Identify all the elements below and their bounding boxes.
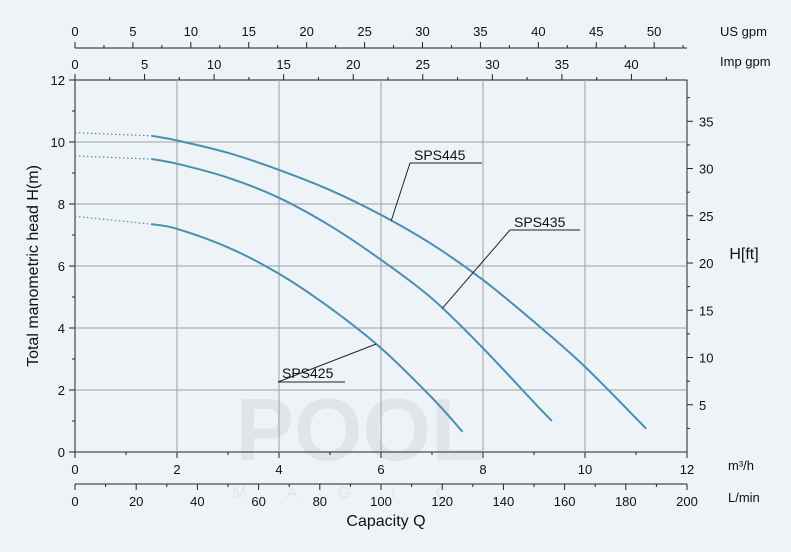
tick-label-m3h: 4	[275, 462, 282, 477]
tick-label-lmin: 60	[251, 494, 265, 509]
tick-label-impgpm: 10	[207, 57, 221, 72]
tick-label-usgpm: 30	[415, 24, 429, 39]
series-sps435: SPS435	[74, 155, 580, 422]
grid	[75, 80, 687, 452]
watermark-sub: MAGIC	[232, 483, 488, 502]
tick-label-impgpm: 20	[346, 57, 360, 72]
tick-label-usgpm: 10	[184, 24, 198, 39]
tick-label-lmin: 40	[190, 494, 204, 509]
tick-label-usgpm: 5	[129, 24, 136, 39]
tick-label-m3h: 10	[578, 462, 592, 477]
tick-label-head-m: 0	[58, 445, 65, 460]
series-leader-line	[277, 343, 377, 383]
tick-label-head-m: 10	[51, 135, 65, 150]
tick-label-m3h: 6	[377, 462, 384, 477]
tick-label-usgpm: 45	[589, 24, 603, 39]
tick-label-head-ft: 30	[699, 162, 713, 177]
tick-label-head-ft: 15	[699, 303, 713, 318]
y-axis-title-right: H[ft]	[729, 246, 758, 263]
tick-label-impgpm: 40	[624, 57, 638, 72]
tick-label-lmin: 180	[615, 494, 637, 509]
tick-label-impgpm: 15	[276, 57, 290, 72]
tick-label-lmin: 160	[554, 494, 576, 509]
tick-label-lmin: 80	[313, 494, 327, 509]
y-axis-title-left: Total manometric head H(m)	[25, 165, 42, 367]
series-sps445: SPS445	[74, 132, 647, 430]
series-line-dotted	[74, 155, 152, 160]
x-axis-title: Capacity Q	[346, 513, 425, 530]
tick-label-impgpm: 25	[416, 57, 430, 72]
unit-imp-gpm: Imp gpm	[720, 54, 771, 69]
tick-label-lmin: 140	[493, 494, 515, 509]
tick-label-head-ft: 25	[699, 209, 713, 224]
tick-label-usgpm: 50	[647, 24, 661, 39]
tick-label-impgpm: 35	[555, 57, 569, 72]
watermark: POOL MAGIC	[232, 380, 488, 502]
tick-label-head-m: 12	[51, 73, 65, 88]
tick-label-impgpm: 5	[141, 57, 148, 72]
unit-us-gpm: US gpm	[720, 24, 767, 39]
tick-label-head-m: 4	[58, 321, 65, 336]
tick-label-head-m: 6	[58, 259, 65, 274]
unit-m3h: m³/h	[728, 458, 754, 473]
tick-label-head-ft: 10	[699, 351, 713, 366]
series-label: SPS445	[414, 147, 466, 163]
series-line-dotted	[74, 215, 152, 225]
tick-label-lmin: 0	[71, 494, 78, 509]
tick-label-head-m: 8	[58, 197, 65, 212]
series-label: SPS425	[282, 365, 334, 381]
series-line	[151, 158, 553, 422]
tick-label-usgpm: 20	[299, 24, 313, 39]
tick-label-usgpm: 35	[473, 24, 487, 39]
tick-label-m3h: 2	[173, 462, 180, 477]
unit-lmin: L/min	[728, 490, 760, 505]
tick-label-lmin: 200	[676, 494, 698, 509]
series-label: SPS435	[514, 214, 566, 230]
tick-label-head-m: 2	[58, 383, 65, 398]
series-leader-line	[390, 162, 411, 221]
watermark-main: POOL	[235, 380, 484, 479]
series-line	[151, 134, 647, 430]
tick-label-lmin: 20	[129, 494, 143, 509]
tick-label-lmin: 100	[370, 494, 392, 509]
series-line-dotted	[74, 132, 152, 137]
tick-label-m3h: 12	[680, 462, 694, 477]
tick-label-lmin: 120	[431, 494, 453, 509]
tick-label-usgpm: 25	[357, 24, 371, 39]
tick-label-usgpm: 0	[71, 24, 78, 39]
tick-label-impgpm: 30	[485, 57, 499, 72]
series-leader-line	[441, 229, 511, 309]
tick-label-usgpm: 15	[242, 24, 256, 39]
tick-label-usgpm: 40	[531, 24, 545, 39]
series-sps425: SPS425	[74, 215, 464, 433]
tick-label-head-ft: 20	[699, 256, 713, 271]
tick-label-head-ft: 5	[699, 398, 706, 413]
tick-label-m3h: 8	[479, 462, 486, 477]
tick-label-head-ft: 35	[699, 114, 713, 129]
series-line	[151, 223, 464, 433]
tick-label-m3h: 0	[71, 462, 78, 477]
series-group: SPS445 SPS435 SPS425	[74, 132, 647, 433]
tick-label-impgpm: 0	[71, 57, 78, 72]
